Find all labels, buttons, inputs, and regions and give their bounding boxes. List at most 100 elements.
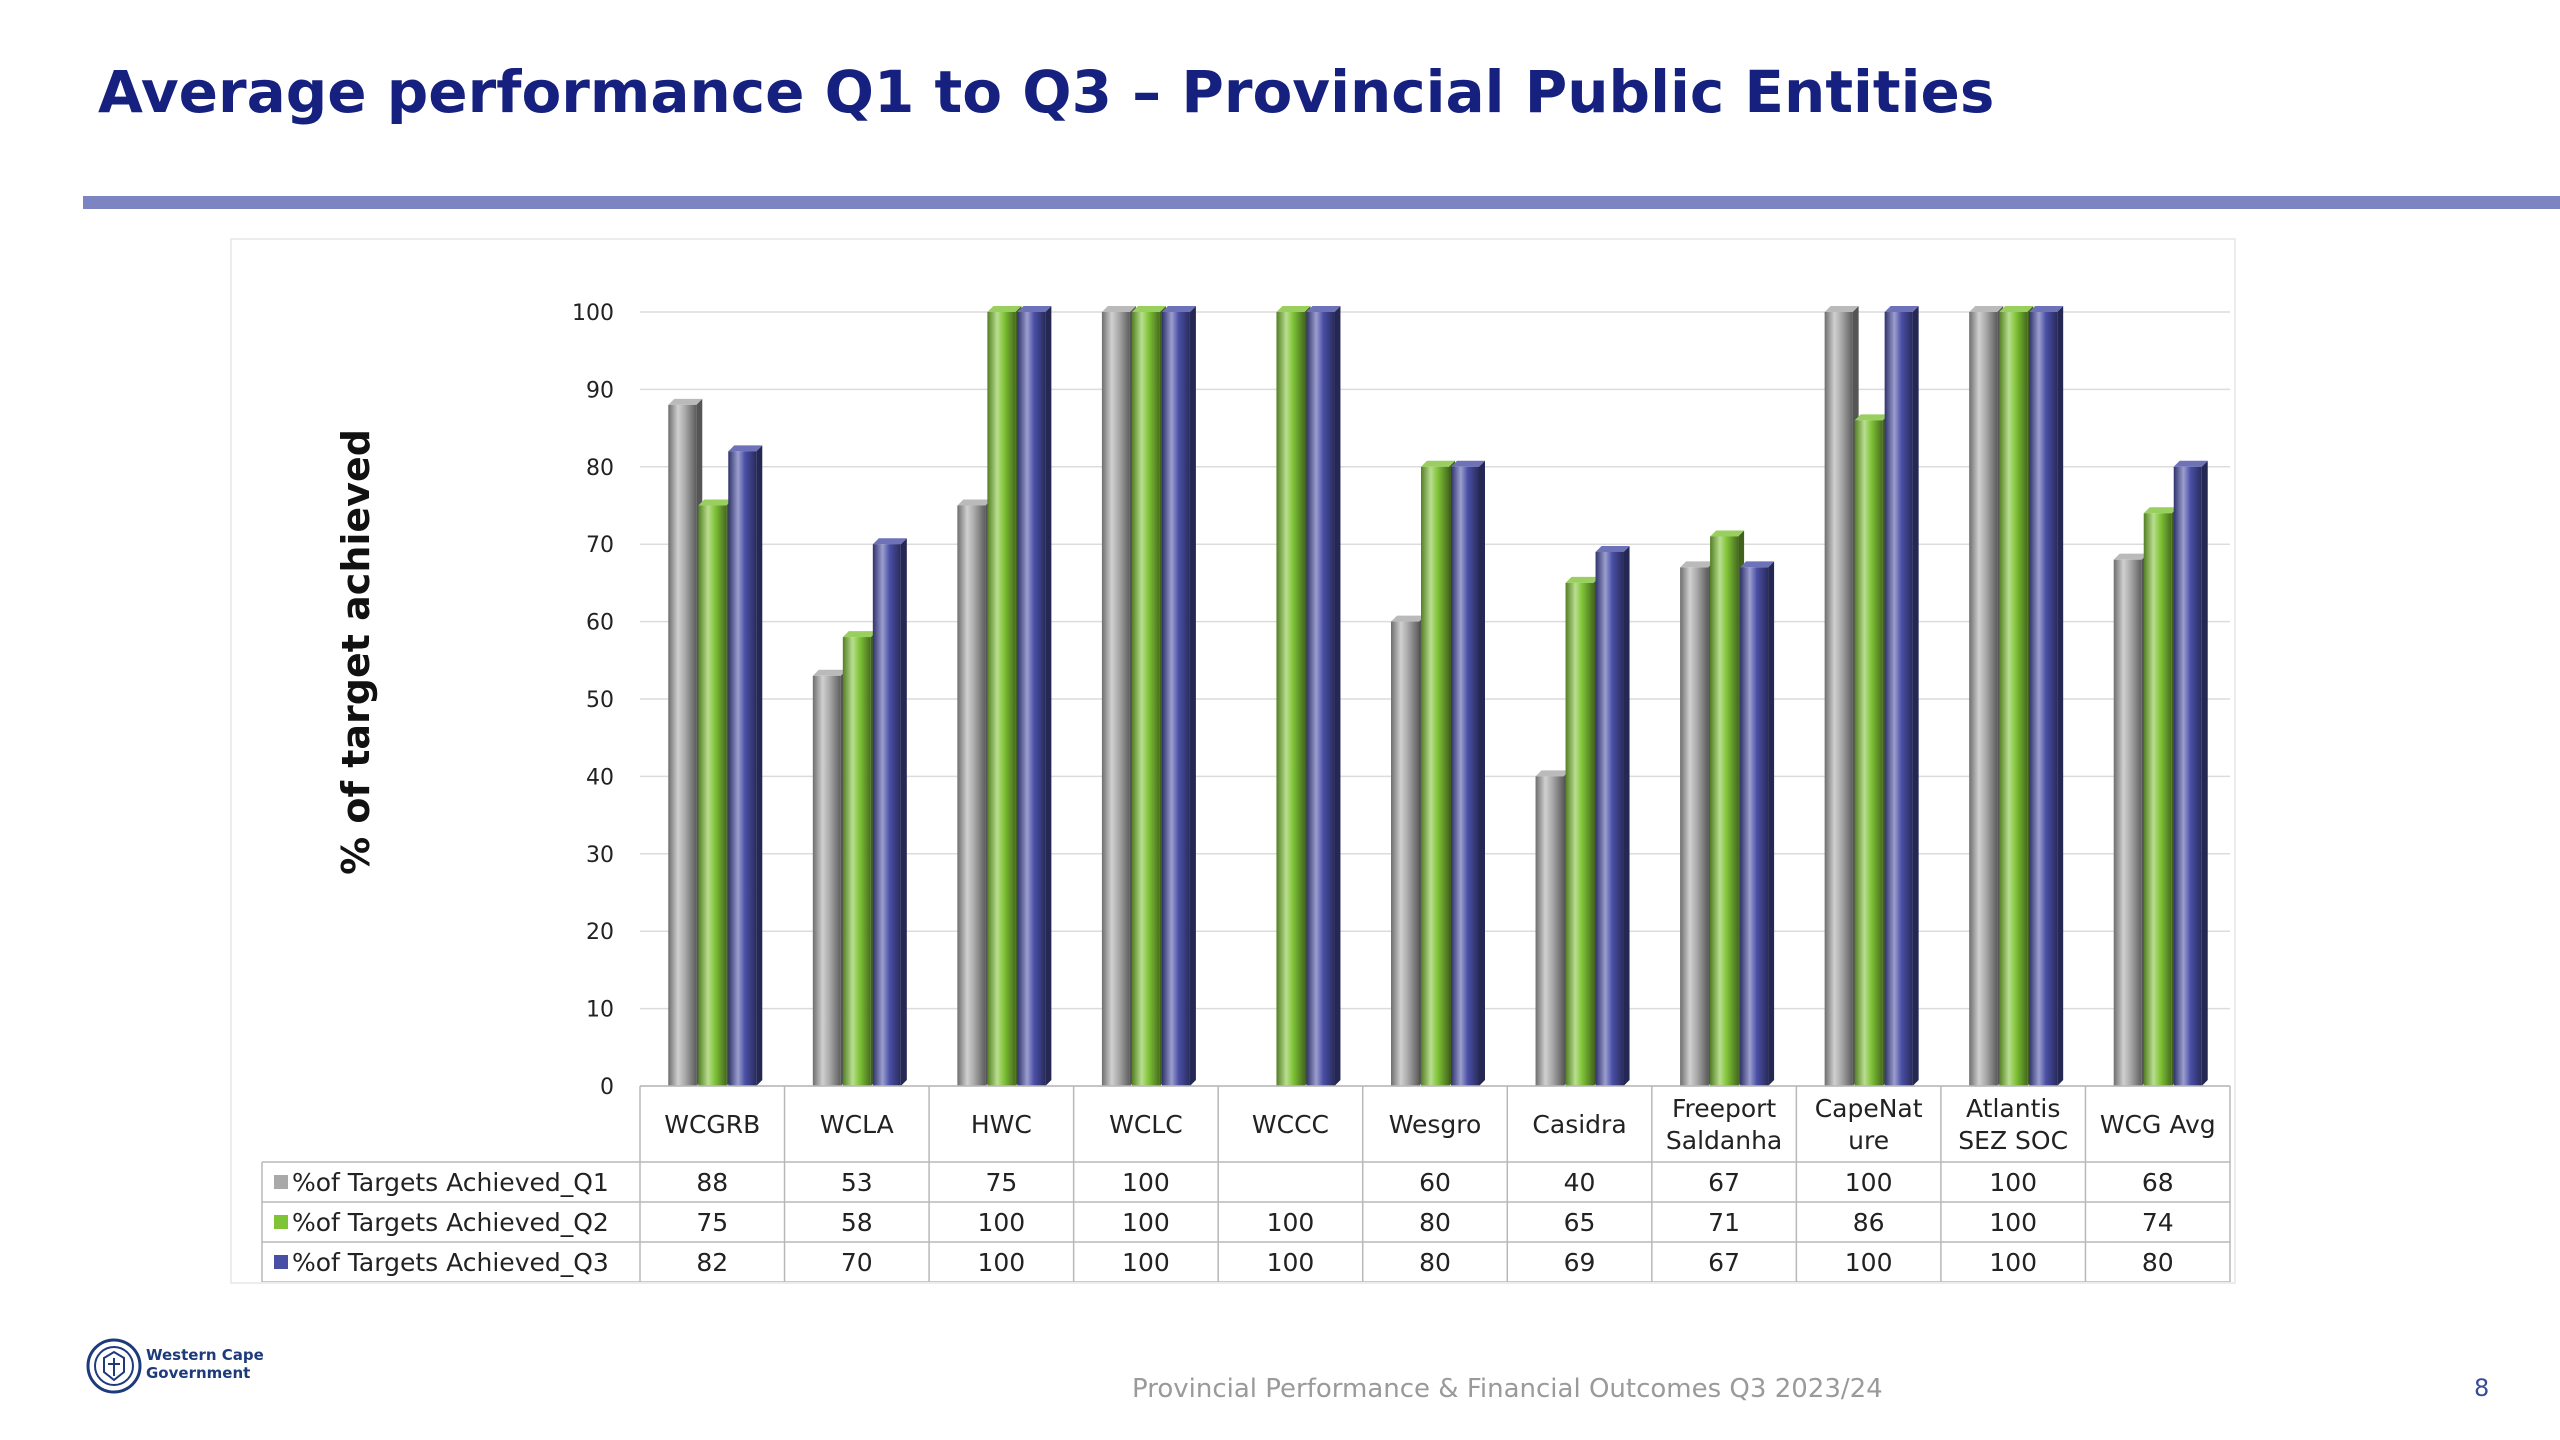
bar-face — [1535, 776, 1564, 1086]
table-cell-value: 69 — [1564, 1248, 1596, 1277]
footer-text: Provincial Performance & Financial Outco… — [1132, 1374, 1883, 1404]
bar — [1101, 306, 1136, 1086]
page-number: 8 — [2474, 1374, 2490, 1402]
table-cell-value: 100 — [1989, 1248, 2037, 1277]
bar-face — [1161, 312, 1190, 1086]
bar-face — [2173, 466, 2202, 1086]
legend-swatch — [274, 1215, 288, 1229]
y-tick-label: 50 — [586, 688, 614, 713]
bar-face — [957, 505, 986, 1086]
bar — [668, 398, 703, 1086]
bar — [1854, 414, 1889, 1086]
category-label: Atlantis SEZ SOC — [1958, 1094, 2068, 1155]
bar — [1451, 460, 1485, 1086]
bar — [1884, 306, 1919, 1086]
bar-face — [1306, 312, 1335, 1086]
bar — [1306, 306, 1341, 1086]
bar-side — [1912, 306, 1919, 1086]
bar-top — [1306, 306, 1341, 312]
table-cell-value: 60 — [1419, 1168, 1451, 1197]
bars — [668, 306, 2208, 1086]
bar-side — [756, 445, 763, 1086]
table-cell-value: 70 — [841, 1248, 873, 1277]
bar — [957, 499, 992, 1086]
bar — [1740, 561, 1775, 1086]
bar-face — [2143, 513, 2172, 1086]
bar-face — [2029, 312, 2058, 1086]
bar-top — [957, 499, 992, 506]
bar-top — [1595, 545, 1630, 552]
bar — [2143, 507, 2178, 1086]
bar — [1535, 770, 1570, 1086]
category-label: Casidra — [1532, 1110, 1626, 1139]
bar-face — [1017, 312, 1046, 1086]
data-table: WCGRB WCLA HWC WCLC WCCC Wesgro Casidra Freepor… — [261, 1085, 2231, 1282]
bar-side — [900, 538, 907, 1086]
bar-face — [1740, 567, 1769, 1086]
title-divider — [83, 196, 2560, 209]
bar-top — [1854, 414, 1889, 421]
bar — [812, 669, 847, 1086]
bar-face — [1854, 420, 1883, 1086]
bar-face — [1131, 312, 1160, 1086]
bar — [2113, 553, 2148, 1086]
bar-top — [1161, 306, 1196, 312]
table-cell-value: 100 — [1122, 1208, 1170, 1237]
bar-top — [1451, 460, 1485, 467]
table-cell-value: 88 — [696, 1168, 728, 1197]
y-tick-label: 90 — [586, 378, 614, 403]
y-tick-label: 10 — [586, 998, 614, 1023]
bar-top — [1391, 615, 1425, 622]
y-tick-label: 40 — [586, 765, 614, 790]
chart-frame: 0 10 20 30 40 50 60 70 80 90 100 WCGRB WCLA HWC WCLC W… — [230, 238, 2236, 1284]
table-cell-value: 67 — [1708, 1168, 1740, 1197]
y-tick-label: 100 — [572, 301, 614, 326]
category-label: HWC — [971, 1110, 1032, 1139]
bar-top — [1421, 460, 1455, 467]
category-label: WCLA — [820, 1110, 894, 1139]
table-cell-value: 82 — [696, 1248, 728, 1277]
bar-face — [1710, 536, 1739, 1086]
table-cell-value: 58 — [841, 1208, 873, 1237]
legend-swatch — [274, 1255, 288, 1269]
bar-face — [728, 451, 757, 1086]
bar-face — [1565, 582, 1594, 1086]
bar-face — [1595, 551, 1624, 1086]
bar — [987, 306, 1022, 1086]
bar — [1131, 306, 1166, 1086]
category-label: WCLC — [1109, 1110, 1183, 1139]
table-cell-value: 68 — [2142, 1168, 2174, 1197]
table-cell-value: 67 — [1708, 1248, 1740, 1277]
bar — [1824, 306, 1859, 1086]
category-label: WCG Avg — [2100, 1110, 2216, 1139]
bar-top — [1276, 306, 1311, 312]
legend-label: %of Targets Achieved_Q3 — [292, 1248, 609, 1277]
bar-top — [1884, 306, 1919, 312]
bar-top — [698, 499, 733, 506]
bar — [1565, 576, 1600, 1086]
legend-label: %of Targets Achieved_Q1 — [292, 1168, 609, 1197]
bar-top — [728, 445, 763, 452]
bar — [1017, 306, 1052, 1086]
bar — [1161, 306, 1196, 1086]
y-tick-label: 80 — [586, 456, 614, 481]
bar-side — [1768, 561, 1775, 1086]
bar — [1276, 306, 1311, 1086]
bar-top — [1101, 306, 1136, 312]
bar-face — [1391, 621, 1419, 1086]
category-label: Freeport Saldanha — [1666, 1094, 1782, 1155]
bar-side — [1189, 306, 1196, 1086]
western-cape-government-logo — [86, 1338, 142, 1394]
bar-face — [1276, 312, 1305, 1086]
bar-top — [2143, 507, 2178, 514]
bar-top — [1824, 306, 1859, 312]
bar-face — [698, 505, 727, 1086]
bar-side — [1334, 306, 1341, 1086]
bar-side — [2201, 460, 2208, 1086]
bar — [1999, 306, 2034, 1086]
bar-top — [812, 669, 847, 676]
bar-face — [1824, 312, 1853, 1086]
table-cell-value: 80 — [1419, 1248, 1451, 1277]
bar-top — [1710, 530, 1745, 537]
